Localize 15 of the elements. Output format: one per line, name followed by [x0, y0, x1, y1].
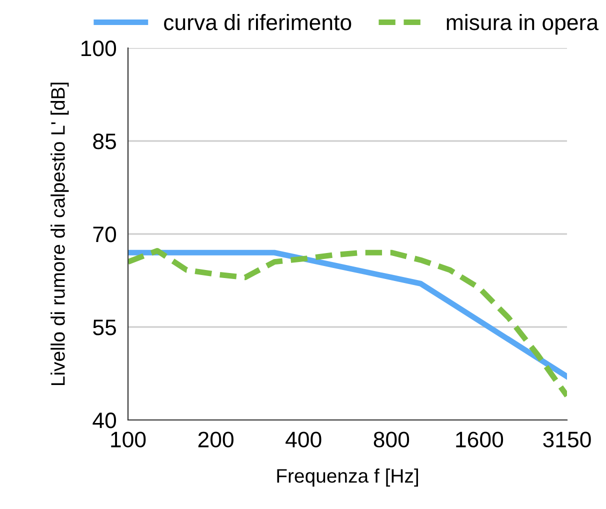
x-tick-label: 200 — [198, 432, 234, 448]
x-tick-label: 100 — [111, 432, 146, 448]
x-tick-label: 1600 — [456, 432, 504, 448]
y-tick-label: 100 — [82, 40, 116, 56]
x-tick-label: 400 — [286, 432, 322, 448]
legend-label: misura in opera — [446, 14, 599, 35]
x-tick-label: 800 — [374, 432, 410, 448]
y-tick-label: 40 — [92, 412, 116, 428]
y-tick-label: 70 — [93, 226, 116, 242]
y-tick-label: 55 — [93, 320, 116, 336]
legend-label: curva di riferimento — [164, 14, 352, 30]
y-tick-label: 85 — [93, 134, 116, 150]
y-axis-title: Livello di rumore di calpestio L' [dB] — [50, 82, 69, 386]
x-axis-title: Frequenza f [Hz] — [277, 468, 418, 487]
x-tick-label: 3150 — [543, 432, 591, 448]
